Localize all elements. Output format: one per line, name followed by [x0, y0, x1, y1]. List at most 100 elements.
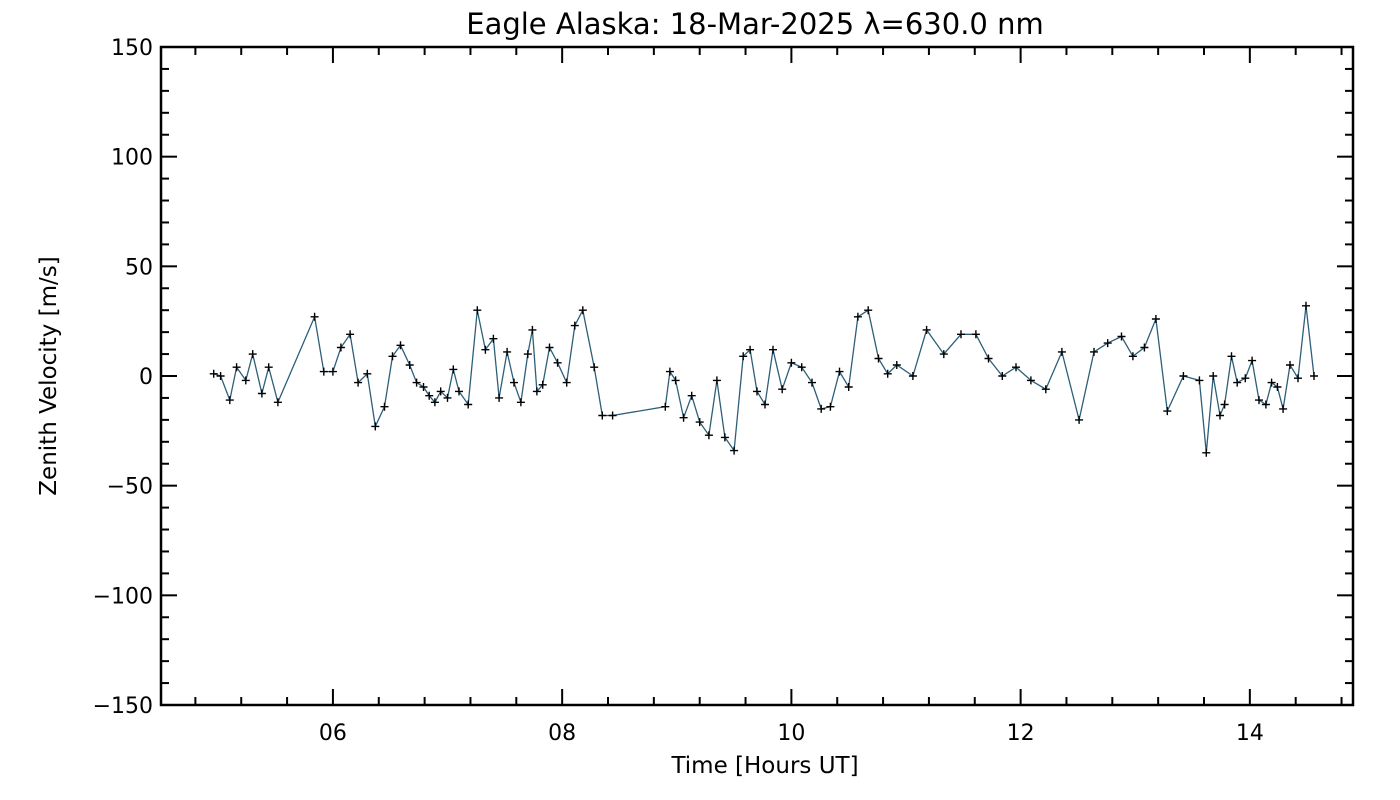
data-point-marker [562, 378, 571, 387]
data-point-marker [489, 334, 498, 343]
data-point-marker [1279, 404, 1288, 413]
data-point-marker [971, 330, 980, 339]
data-point-marker [883, 369, 892, 378]
data-point-marker [778, 385, 787, 394]
data-point-marker [712, 376, 721, 385]
data-point-marker [1075, 415, 1084, 424]
data-point-marker [998, 372, 1007, 380]
data-point-marker [787, 358, 796, 367]
data-point-marker [570, 321, 579, 330]
data-point-marker [209, 369, 218, 378]
axes-frame: −150 −100 −50 0 50 100 150 06 08 10 12 14 [93, 36, 1355, 746]
data-point-marker [363, 369, 372, 378]
data-point-marker [671, 376, 680, 385]
data-point-marker [455, 387, 463, 396]
data-point-marker [957, 330, 965, 339]
data-point-marker [578, 306, 587, 315]
data-point-marker [892, 361, 901, 369]
data-point-marker [336, 343, 345, 352]
data-point-marker [1255, 396, 1263, 405]
data-point-marker [328, 367, 337, 376]
data-point-marker [553, 358, 562, 367]
data-point-marker [538, 380, 547, 389]
data-point-marker [1128, 352, 1137, 361]
data-point-marker [1041, 385, 1050, 394]
data-point-marker [1057, 347, 1066, 356]
x-tick-label: 06 [319, 721, 347, 746]
data-point-marker [371, 422, 380, 431]
y-tick-label: −50 [107, 475, 153, 500]
data-point-marker [380, 402, 389, 411]
data-point-marker [419, 383, 428, 391]
data-point-marker [1294, 374, 1302, 383]
data-point-marker [241, 376, 250, 385]
data-point-marker [797, 363, 806, 372]
data-point-marker [704, 431, 713, 440]
data-point-marker [412, 378, 421, 387]
data-point-marker [808, 378, 816, 387]
data-point-marker [761, 400, 769, 409]
data-point-marker [661, 402, 670, 411]
plot-frame [159, 45, 1355, 707]
data-point-marker [853, 312, 862, 321]
x-tick-label: 14 [1236, 721, 1264, 746]
data-point-marker [396, 341, 405, 350]
data-point-marker [1241, 374, 1250, 383]
data-point-marker [665, 367, 674, 376]
data-point-marker [1233, 378, 1242, 387]
data-point-marker [687, 391, 696, 400]
y-tick-label: −150 [93, 694, 153, 719]
data-point-marker [679, 413, 688, 422]
data-point-marker [695, 418, 704, 427]
data-point-marker [817, 404, 826, 413]
data-point-marker [346, 330, 355, 339]
data-point-marker [844, 383, 853, 391]
data-point-marker [481, 345, 490, 354]
data-point-marker [405, 361, 414, 369]
data-point-marker [430, 398, 439, 407]
data-point-marker [1216, 411, 1224, 420]
data-point-marker [532, 387, 541, 396]
data-point-marker [1227, 352, 1236, 361]
y-tick-label: 150 [111, 36, 153, 61]
data-point-marker [1090, 347, 1098, 356]
data-point-marker [746, 345, 755, 354]
data-point-marker [1220, 400, 1229, 409]
data-point-marker [516, 398, 525, 407]
data-point-marker [449, 365, 458, 374]
data-point-marker [523, 350, 532, 359]
data-point-marker [608, 411, 617, 420]
series-line [213, 305, 1315, 453]
data-point-marker [436, 387, 445, 396]
y-axis-label: Zenith Velocity [m/s] [36, 256, 62, 495]
data-point-marker [1012, 363, 1020, 372]
x-tick-label: 10 [777, 721, 805, 746]
data-point-marker [922, 325, 931, 334]
data-point-marker [753, 387, 761, 396]
x-tick-label: 08 [548, 721, 576, 746]
x-tick-label: 12 [1007, 721, 1035, 746]
data-point-marker [319, 367, 328, 376]
data-point-marker [1103, 339, 1112, 348]
data-point-marker [939, 350, 948, 359]
data-point-marker [354, 378, 363, 387]
data-point-marker [1151, 315, 1160, 323]
data-point-marker [1195, 376, 1204, 385]
data-point-marker [257, 389, 266, 398]
data-point-marker [273, 398, 282, 407]
data-point-marker [1273, 383, 1282, 391]
y-tick-label: 0 [139, 365, 153, 390]
data-point-marker [1163, 407, 1172, 416]
data-point-marker [1140, 343, 1149, 352]
data-point-marker [545, 343, 554, 352]
data-point-marker [528, 325, 537, 334]
data-point-marker [769, 345, 777, 354]
data-point-marker [473, 306, 482, 315]
data-point-marker [1026, 376, 1035, 385]
plot-area [209, 301, 1318, 457]
data-point-marker [1261, 400, 1270, 409]
data-point-marker [1202, 448, 1211, 457]
data-point-marker [1310, 372, 1318, 380]
data-point-marker [598, 411, 607, 420]
